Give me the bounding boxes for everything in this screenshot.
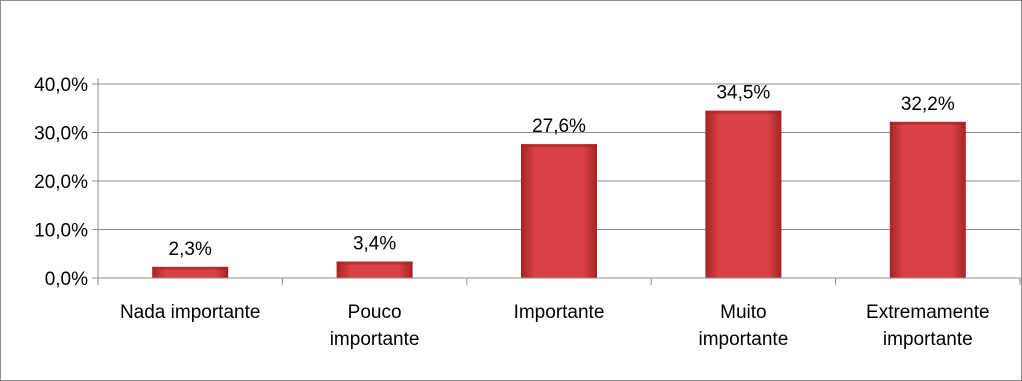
x-category-label-line: Importante: [514, 302, 605, 323]
bar-top-edge: [152, 266, 229, 270]
bar-top-edge: [521, 144, 597, 148]
bar: [152, 266, 229, 278]
bar: [521, 144, 597, 278]
x-category-label: Extremamente importante: [866, 302, 990, 350]
bar-top-edge: [336, 261, 413, 265]
x-category-label-line: Nada importante: [120, 302, 260, 323]
y-tick-label: 20,0%: [34, 172, 88, 193]
data-label: 2,3%: [169, 239, 212, 260]
bar: [889, 121, 966, 278]
data-label: 34,5%: [716, 83, 770, 104]
x-category-label-line: importante: [699, 329, 789, 350]
data-label: 3,4%: [353, 234, 396, 255]
data-label: 27,6%: [532, 116, 586, 137]
bar: [336, 261, 413, 278]
data-label: 32,2%: [901, 94, 955, 115]
bar-top-edge: [889, 121, 966, 125]
y-tick-label: 30,0%: [34, 124, 88, 145]
x-category-label-line: importante: [330, 329, 420, 350]
x-category-label-line: importante: [883, 329, 973, 350]
y-tick-label: 40,0%: [34, 75, 88, 96]
x-category-label-line: Pouco: [348, 302, 402, 323]
x-category-label-line: Extremamente: [866, 302, 990, 323]
y-tick-label: 0,0%: [45, 269, 88, 290]
x-category-label: Importante: [514, 302, 605, 323]
x-category-label: Muito importante: [699, 302, 789, 350]
x-category-label-line: Muito: [720, 302, 766, 323]
x-category-label: Pouco importante: [330, 302, 420, 350]
x-category-label: Nada importante: [120, 302, 260, 323]
y-tick-label: 10,0%: [34, 221, 88, 242]
bar: [705, 110, 782, 278]
bar-top-edge: [705, 110, 782, 114]
